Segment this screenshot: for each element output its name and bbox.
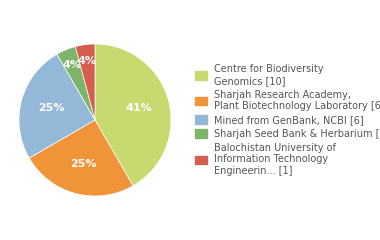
Wedge shape <box>57 47 95 120</box>
Wedge shape <box>95 44 171 186</box>
Text: 4%: 4% <box>78 56 97 66</box>
Legend: Centre for Biodiversity
Genomics [10], Sharjah Research Academy,
Plant Biotechno: Centre for Biodiversity Genomics [10], S… <box>195 64 380 176</box>
Wedge shape <box>29 120 133 196</box>
Text: 25%: 25% <box>70 159 97 169</box>
Wedge shape <box>19 54 95 158</box>
Text: 25%: 25% <box>38 103 64 113</box>
Text: 41%: 41% <box>126 103 152 113</box>
Wedge shape <box>75 44 95 120</box>
Text: 4%: 4% <box>63 60 82 70</box>
